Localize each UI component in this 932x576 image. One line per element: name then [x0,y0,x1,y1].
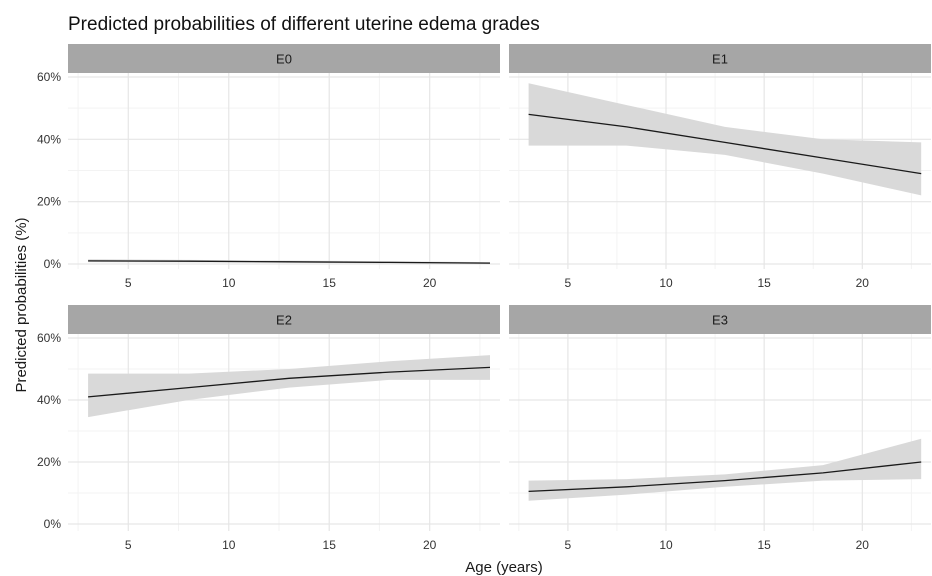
facet-strip [68,44,500,73]
confidence-band [88,355,490,418]
facet-strip [68,305,500,334]
prediction-line [88,366,491,398]
x-tick-label: 10 [659,276,673,290]
x-tick-label: 5 [565,276,572,290]
y-tick-label: 0% [44,257,62,271]
x-tick-label: 20 [856,538,870,552]
facet-label: E1 [712,52,728,67]
y-axis-title: Predicted probabilities (%) [13,217,30,392]
x-tick-label: 5 [125,538,132,552]
panel-e0: E0 5 10 15 20 0% 20% 40% 60% [37,44,500,290]
y-tick-label: 60% [37,70,61,84]
facet-strip [509,305,931,334]
facet-label: E0 [276,52,292,67]
x-tick-label: 20 [423,276,437,290]
panel-e1: E1 5 10 15 20 [509,44,931,290]
panel-e3: E3 5 10 15 20 [509,305,931,552]
x-tick-label: 15 [323,276,337,290]
prediction-line [528,461,922,493]
y-tick-label: 20% [37,195,61,209]
x-tick-label: 20 [856,276,870,290]
x-tick-label: 5 [565,538,572,552]
x-tick-label: 20 [423,538,437,552]
y-tick-label: 0% [44,517,62,531]
panel-e2: E2 5 10 15 20 0% 20% 40% 60% [37,305,500,552]
x-tick-label: 10 [222,538,236,552]
x-tick-label: 10 [659,538,673,552]
y-tick-label: 40% [37,393,61,407]
confidence-band [528,438,922,501]
y-tick-label: 40% [37,132,61,146]
prediction-line [528,113,922,175]
x-tick-label: 15 [757,538,771,552]
x-tick-label: 15 [757,276,771,290]
y-tick-label: 60% [37,331,61,345]
facet-label: E2 [276,313,292,328]
facet-strip [509,44,931,73]
confidence-band [528,83,922,196]
chart-title: Predicted probabilities of different ute… [68,14,540,35]
x-tick-label: 5 [125,276,132,290]
x-tick-label: 15 [323,538,337,552]
facet-label: E3 [712,313,728,328]
x-tick-label: 10 [222,276,236,290]
prediction-line [88,260,491,264]
x-axis-title: Age (years) [465,559,543,576]
y-tick-label: 20% [37,455,61,469]
